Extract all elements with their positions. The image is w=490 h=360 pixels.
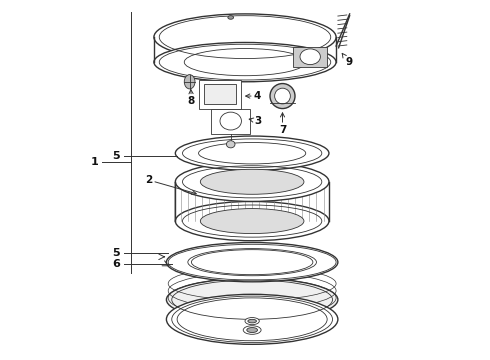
Text: 1: 1 xyxy=(91,157,99,167)
Ellipse shape xyxy=(175,162,329,202)
Text: 6: 6 xyxy=(113,259,121,269)
Text: 8: 8 xyxy=(188,90,195,107)
Ellipse shape xyxy=(228,16,234,19)
Ellipse shape xyxy=(200,169,304,194)
Text: 5: 5 xyxy=(113,248,120,258)
Bar xyxy=(204,84,236,104)
Text: 5: 5 xyxy=(113,151,120,161)
Ellipse shape xyxy=(175,136,329,170)
Ellipse shape xyxy=(243,326,261,334)
Ellipse shape xyxy=(184,75,195,89)
Ellipse shape xyxy=(226,141,235,148)
Ellipse shape xyxy=(247,328,258,333)
Ellipse shape xyxy=(154,42,336,82)
Bar xyxy=(198,80,242,109)
Ellipse shape xyxy=(167,243,338,282)
Ellipse shape xyxy=(275,88,291,104)
Ellipse shape xyxy=(245,318,259,325)
Ellipse shape xyxy=(248,319,256,323)
Ellipse shape xyxy=(167,294,338,344)
Ellipse shape xyxy=(200,208,304,234)
Ellipse shape xyxy=(300,49,320,64)
Text: 2: 2 xyxy=(145,175,196,194)
Text: 3: 3 xyxy=(249,116,261,126)
Text: 9: 9 xyxy=(342,53,352,67)
Ellipse shape xyxy=(154,14,336,60)
Ellipse shape xyxy=(270,84,295,109)
Ellipse shape xyxy=(167,278,338,321)
Text: 4: 4 xyxy=(245,91,261,101)
Text: 7: 7 xyxy=(279,113,286,135)
Bar xyxy=(211,109,250,134)
Bar xyxy=(293,47,327,67)
Ellipse shape xyxy=(175,202,329,241)
